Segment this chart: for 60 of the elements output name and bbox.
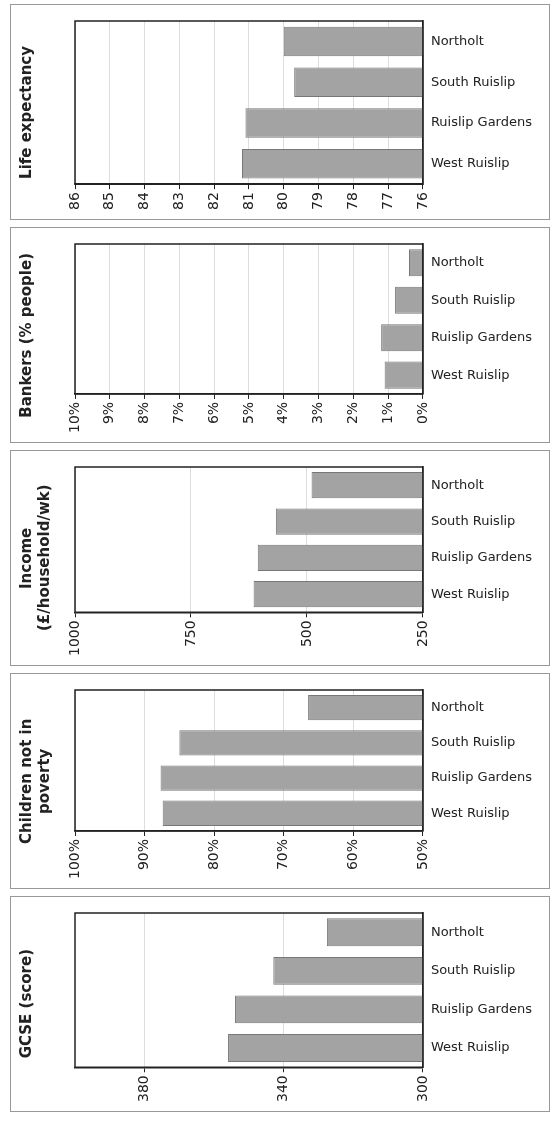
x-tick-label: 1000 [65,620,82,657]
y-tick-label: Ruislip Gardens [430,549,533,565]
x-tick-label: 300 [413,1075,430,1103]
text: Children not in poverty [17,718,53,844]
y-tick-label: Ruislip Gardens [430,1000,533,1016]
y-tick-label: South Ruislip [430,512,516,528]
x-tick-label: 500 [297,620,314,648]
x-tick-label: 78 [343,192,360,211]
x-tick-label: 90% [135,838,152,871]
x-tick-label: 9% [100,401,117,425]
x-tick-label: 7% [170,401,187,425]
y-tick-label: Ruislip Gardens [430,329,533,345]
x-tick-label: 86 [65,192,82,211]
x-tick-label: 80 [274,192,291,211]
y-tick-label: West Ruislip [430,366,510,382]
x-tick-label: 340 [274,1075,291,1103]
y-tick-label: Northolt [430,923,484,939]
x-tick-label: 81 [239,192,256,211]
y-tick-label: Northolt [430,254,484,270]
y-tick-label: Ruislip Gardens [430,114,533,130]
x-tick-label: 380 [135,1075,152,1103]
x-tick-label: 3% [309,401,326,425]
x-tick-label: 70% [274,838,291,871]
x-tick-label: 4% [274,401,291,425]
x-tick-label: 100% [65,838,82,880]
x-tick-label: 77 [378,192,395,211]
x-tick-label: 10% [65,401,82,434]
text: Bankers (% people) [17,252,35,418]
x-tick-label: 8% [135,401,152,425]
x-tick-label: 76 [413,192,430,211]
x-tick-label: 1% [378,401,395,425]
text: Life expectancy [17,45,36,179]
x-tick-label: 6% [204,401,221,425]
y-tick-label: South Ruislip [430,291,516,307]
x-tick-label: 83 [170,192,187,211]
y-tick-label: Northolt [430,476,484,492]
y-tick-label: West Ruislip [430,1039,510,1055]
x-tick-label: 84 [135,192,152,211]
y-tick-label: Ruislip Gardens [430,769,533,785]
text: Income (£/household/wk) [17,484,53,632]
x-tick-label: 82 [204,192,221,211]
y-tick-label: Northolt [430,699,484,714]
x-tick-label: 85 [100,192,117,211]
y-tick-label: Northolt [430,32,484,48]
x-tick-label: 50% [413,838,430,871]
y-tick-label: West Ruislip [430,585,510,601]
x-tick-label: 60% [343,838,360,871]
x-tick-label: 2% [343,401,360,425]
x-tick-label: 0% [413,401,430,425]
x-tick-label: 750 [181,620,198,648]
y-tick-label: West Ruislip [430,804,510,820]
y-tick-label: South Ruislip [430,962,516,978]
y-tick-label: South Ruislip [430,73,516,89]
x-tick-label: 79 [309,192,326,211]
x-tick-label: 5% [239,401,256,425]
y-tick-label: West Ruislip [430,155,510,171]
y-tick-label: South Ruislip [430,734,516,750]
x-tick-label: 250 [413,620,430,648]
x-tick-label: 80% [204,838,221,871]
text: GCSE (score) [17,949,36,1059]
